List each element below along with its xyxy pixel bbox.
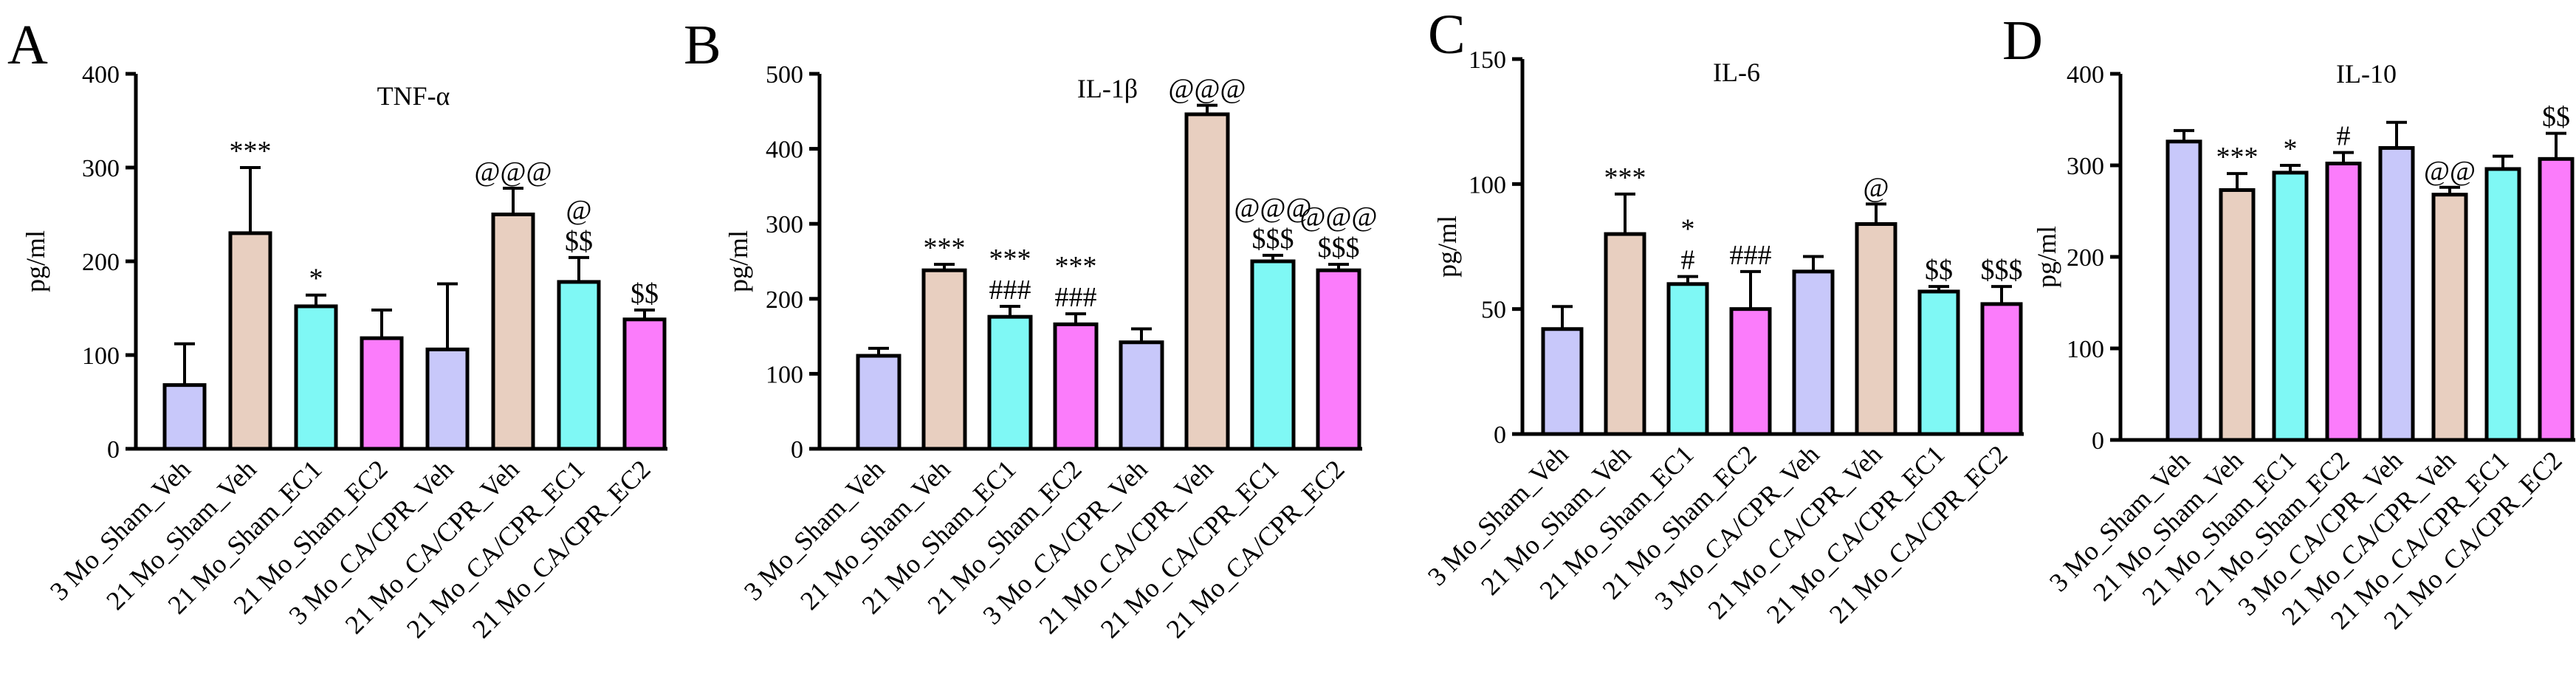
bar (2431, 193, 2468, 442)
significance-label: @@@ (1300, 202, 1378, 233)
significance-label: *** (989, 244, 1031, 275)
bar (1666, 282, 1709, 436)
significance-label: *** (1604, 162, 1646, 193)
y-tick-label: 150 (1469, 47, 1506, 74)
y-tick-label: 0 (2092, 427, 2104, 455)
y-tick-label: 200 (766, 286, 803, 314)
significance-label: @@@ (1234, 193, 1312, 224)
y-tick-label: 50 (1481, 297, 1506, 324)
bar (2325, 162, 2362, 442)
significance-label: *** (2216, 142, 2259, 173)
significance-label: * (2284, 134, 2298, 165)
y-axis-label: pg/ml (1432, 216, 1462, 278)
chart-title: IL-6 (1713, 58, 1760, 87)
bar (1855, 222, 1897, 436)
bar (228, 231, 272, 451)
bar (1729, 307, 1772, 436)
y-tick-label: 0 (791, 436, 803, 464)
bar (1119, 340, 1164, 451)
bar (921, 268, 967, 451)
significance-label: $$$ (1252, 224, 1294, 255)
bar (987, 314, 1033, 451)
bar (2165, 140, 2202, 442)
significance-label: $$ (2542, 102, 2570, 133)
y-tick-label: 400 (2067, 61, 2104, 89)
significance-label: ### (1730, 240, 1772, 271)
bar (557, 280, 601, 451)
y-tick-label: 200 (2067, 244, 2104, 272)
bar (2272, 171, 2309, 442)
bar (1316, 268, 1361, 451)
y-tick-label: 300 (2067, 153, 2104, 180)
bar (1053, 322, 1099, 451)
bar (2538, 156, 2575, 442)
significance-label: ### (1055, 282, 1097, 313)
y-tick-label: 300 (82, 155, 120, 182)
significance-label: *** (1055, 251, 1097, 282)
significance-label: $$ (565, 226, 593, 257)
significance-label: ### (989, 275, 1031, 306)
y-tick-label: 400 (766, 137, 803, 164)
chart-title: IL-10 (2336, 59, 2397, 89)
significance-label: * (309, 264, 323, 295)
panel-letter: D (2002, 10, 2043, 72)
bar (1604, 232, 1646, 436)
significance-label: @@ (2424, 156, 2476, 187)
bar (2484, 167, 2521, 442)
panel-letter: A (7, 14, 48, 76)
panel-letter: B (684, 14, 721, 76)
bar (1792, 269, 1835, 436)
significance-label: $$$ (1981, 255, 2023, 286)
bar (360, 336, 404, 451)
significance-label: # (1681, 245, 1695, 276)
y-tick-label: 200 (82, 249, 120, 276)
y-tick-label: 500 (766, 61, 803, 89)
y-axis-label: pg/ml (724, 230, 753, 292)
significance-label: # (2337, 121, 2351, 152)
significance-label: @ (1864, 172, 1889, 203)
y-tick-label: 0 (1494, 421, 1506, 449)
significance-label: $$ (631, 278, 659, 309)
bar (1250, 259, 1296, 451)
chart-title: IL-1β (1077, 74, 1138, 103)
y-axis-label: pg/ml (2032, 226, 2061, 288)
bar (294, 304, 338, 451)
significance-label: @@@ (1169, 74, 1246, 105)
bar (622, 317, 667, 451)
significance-label: *** (230, 136, 272, 167)
bar (2378, 145, 2415, 442)
y-tick-label: 100 (82, 342, 120, 370)
bar (1917, 289, 1960, 436)
bar (425, 347, 470, 451)
significance-label: $$$ (1318, 233, 1360, 264)
y-tick-label: 0 (107, 436, 120, 464)
y-tick-label: 300 (766, 211, 803, 238)
bar (162, 383, 207, 451)
panel-letter: C (1428, 4, 1466, 66)
y-tick-label: 100 (2067, 336, 2104, 363)
bar (1980, 302, 2023, 436)
y-tick-label: 100 (766, 361, 803, 388)
significance-label: @@@ (475, 156, 552, 187)
significance-label: $$ (1925, 255, 1953, 286)
y-tick-label: 400 (82, 61, 120, 89)
bar (856, 354, 901, 451)
bar (491, 213, 535, 451)
y-tick-label: 100 (1469, 171, 1506, 199)
chart-title: TNF-α (377, 81, 450, 111)
bar (2219, 187, 2256, 442)
bar (1541, 327, 1584, 436)
significance-label: * (1681, 214, 1695, 245)
significance-label: @ (566, 195, 592, 226)
significance-label: *** (924, 233, 966, 264)
bar (1184, 112, 1230, 451)
y-axis-label: pg/ml (21, 230, 50, 292)
